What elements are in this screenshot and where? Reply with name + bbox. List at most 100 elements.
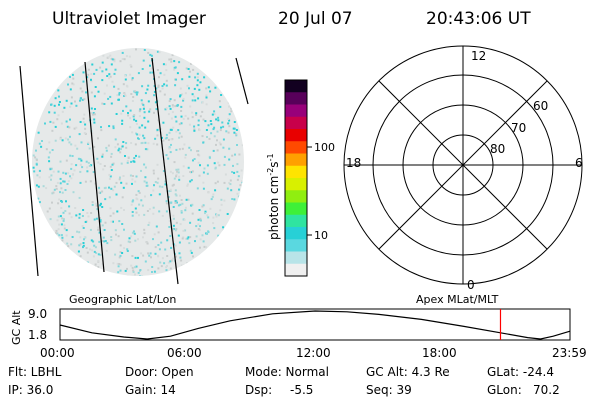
- emission-speckle: [121, 119, 124, 122]
- emission-speckle: [148, 208, 151, 211]
- emission-speckle: [123, 93, 126, 96]
- emission-speckle: [122, 141, 125, 143]
- emission-speckle: [70, 163, 73, 166]
- emission-speckle: [179, 95, 181, 98]
- emission-speckle: [131, 231, 134, 234]
- emission-speckle: [110, 155, 113, 158]
- emission-speckle: [105, 149, 108, 152]
- emission-speckle: [61, 200, 63, 203]
- emission-speckle: [233, 127, 236, 130]
- emission-speckle: [129, 117, 132, 120]
- color-scale-step: [285, 190, 307, 204]
- emission-speckle: [204, 212, 206, 215]
- emission-speckle: [69, 118, 71, 121]
- emission-speckle: [188, 75, 191, 78]
- emission-speckle: [156, 69, 159, 71]
- emission-speckle: [79, 163, 82, 166]
- emission-speckle: [189, 171, 192, 173]
- emission-speckle: [57, 202, 60, 205]
- emission-speckle: [100, 126, 102, 129]
- emission-speckle: [119, 254, 122, 257]
- timeline-frame: [59, 308, 571, 341]
- emission-speckle: [168, 58, 171, 61]
- emission-speckle: [41, 140, 43, 142]
- emission-speckle: [227, 118, 230, 121]
- observation-date: 20 Jul 07: [278, 9, 353, 29]
- emission-speckle: [97, 226, 100, 229]
- emission-speckle: [181, 202, 184, 205]
- status-glon-value: 70.2: [533, 383, 560, 397]
- emission-speckle: [168, 105, 171, 108]
- emission-speckle: [135, 211, 138, 214]
- emission-speckle: [186, 84, 189, 87]
- emission-speckle: [189, 221, 192, 224]
- emission-speckle: [81, 166, 84, 169]
- emission-speckle: [170, 138, 173, 141]
- emission-speckle: [188, 87, 190, 90]
- emission-speckle: [173, 68, 176, 71]
- emission-speckle: [40, 145, 43, 148]
- emission-speckle: [229, 179, 232, 182]
- status-glat: GLat: -24.4: [487, 365, 554, 379]
- emission-speckle: [129, 109, 132, 112]
- emission-speckle: [147, 142, 150, 145]
- emission-speckle: [172, 217, 175, 220]
- emission-speckle: [35, 163, 38, 166]
- emission-speckle: [228, 125, 231, 128]
- emission-speckle: [58, 95, 60, 98]
- emission-speckle: [207, 86, 210, 89]
- emission-speckle: [179, 194, 181, 197]
- emission-speckle: [213, 162, 216, 165]
- emission-speckle: [111, 80, 114, 83]
- emission-speckle: [79, 255, 82, 258]
- emission-speckle: [83, 236, 86, 239]
- emission-speckle: [93, 218, 96, 221]
- emission-speckle: [93, 113, 96, 116]
- emission-speckle: [180, 110, 183, 112]
- emission-speckle: [140, 199, 143, 202]
- emission-speckle: [151, 71, 154, 74]
- emission-speckle: [114, 229, 117, 232]
- emission-speckle: [79, 181, 82, 184]
- emission-speckle: [135, 154, 137, 157]
- emission-speckle: [165, 136, 168, 139]
- emission-speckle: [143, 228, 146, 231]
- emission-speckle: [59, 191, 61, 194]
- color-scale-tick-label: 10: [314, 229, 328, 242]
- emission-speckle: [68, 212, 71, 215]
- emission-speckle: [59, 136, 62, 139]
- emission-speckle: [161, 273, 164, 276]
- emission-speckle: [231, 154, 234, 157]
- emission-speckle: [143, 137, 146, 140]
- emission-speckle: [164, 180, 167, 183]
- status-mode: Mode: Normal: [245, 365, 329, 379]
- emission-speckle: [189, 249, 192, 252]
- emission-speckle: [195, 225, 198, 228]
- emission-speckle: [201, 205, 204, 208]
- emission-speckle: [130, 65, 133, 68]
- emission-speckle: [98, 240, 101, 243]
- mlt-label-18: 18: [346, 156, 361, 170]
- emission-speckle: [72, 83, 75, 86]
- emission-speckle: [131, 131, 134, 134]
- emission-speckle: [163, 93, 166, 96]
- emission-speckle: [109, 165, 112, 168]
- emission-speckle: [35, 159, 38, 162]
- emission-speckle: [155, 225, 158, 228]
- emission-speckle: [49, 218, 52, 221]
- emission-speckle: [124, 269, 127, 272]
- emission-speckle: [166, 265, 168, 267]
- emission-speckle: [119, 251, 122, 254]
- emission-speckle: [38, 176, 41, 179]
- emission-speckle: [50, 167, 53, 170]
- emission-speckle: [177, 234, 180, 237]
- emission-speckle: [198, 129, 201, 132]
- emission-speckle: [84, 127, 87, 130]
- emission-speckle: [48, 111, 51, 114]
- emission-speckle: [163, 83, 166, 86]
- emission-speckle: [181, 147, 184, 150]
- emission-speckle: [167, 190, 170, 193]
- emission-speckle: [135, 122, 138, 125]
- emission-speckle: [63, 224, 66, 227]
- emission-speckle: [87, 215, 90, 218]
